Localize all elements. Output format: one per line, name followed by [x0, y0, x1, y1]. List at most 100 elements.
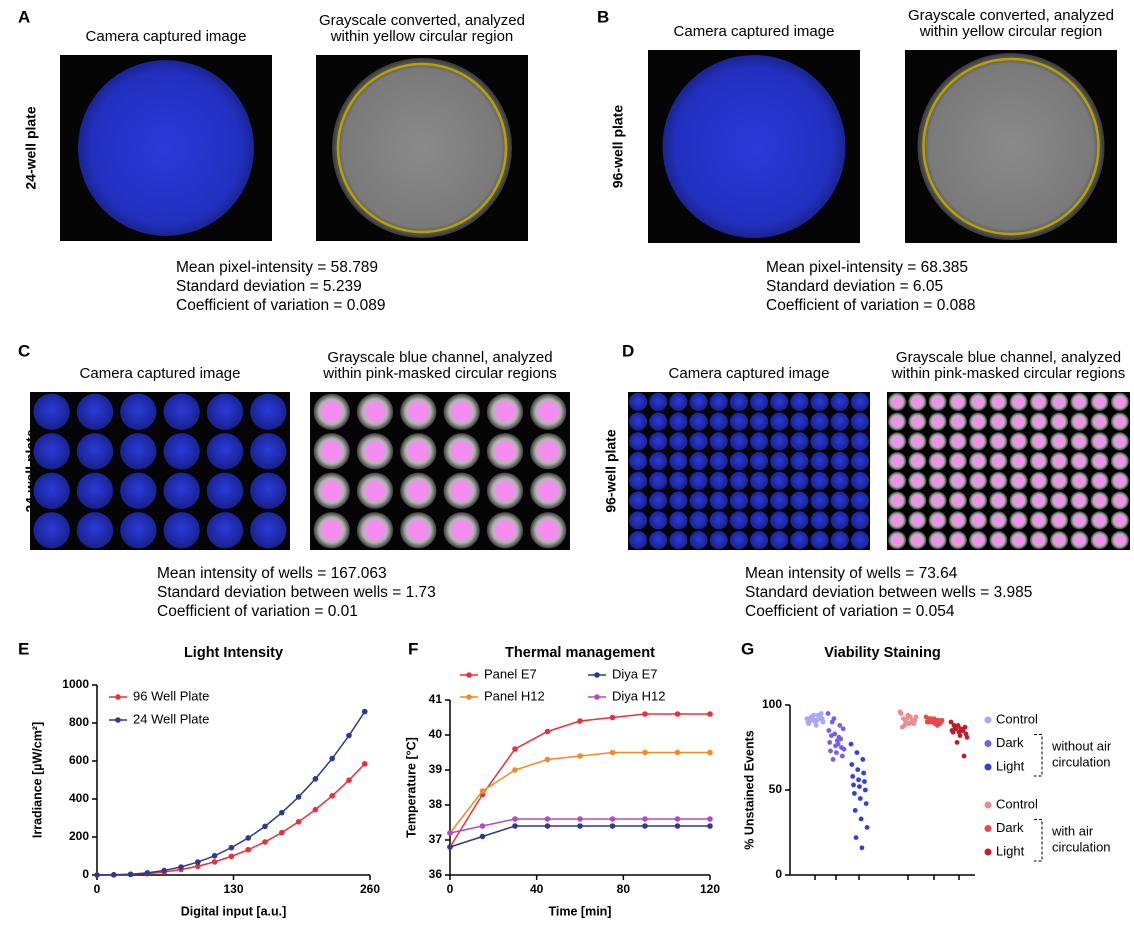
- point: [965, 735, 970, 740]
- legend-marker: [985, 764, 992, 771]
- point: [958, 733, 963, 738]
- well: [730, 531, 748, 549]
- well-mask: [1074, 515, 1085, 526]
- well-mask: [408, 441, 429, 462]
- well-mask: [932, 535, 943, 546]
- well: [710, 472, 728, 490]
- well-mask: [973, 476, 984, 487]
- point: [346, 733, 352, 739]
- well: [669, 413, 687, 431]
- well: [770, 492, 788, 510]
- stat-line: Standard deviation = 5.239: [176, 278, 362, 295]
- well: [810, 432, 828, 450]
- stat-line: Mean pixel-intensity = 58.789: [176, 259, 378, 276]
- well-mask: [451, 480, 472, 501]
- well-mask: [1034, 476, 1045, 487]
- point: [480, 788, 486, 794]
- point: [707, 711, 713, 717]
- well: [250, 394, 286, 430]
- well: [77, 394, 113, 430]
- well: [750, 393, 768, 411]
- point: [908, 715, 913, 720]
- point: [512, 816, 518, 822]
- well-mask: [1115, 535, 1126, 546]
- well: [669, 531, 687, 549]
- well-mask: [892, 495, 903, 506]
- y-tick-label: 0: [775, 867, 782, 881]
- point: [862, 779, 867, 784]
- well-mask: [912, 495, 923, 506]
- well-mask: [321, 480, 342, 501]
- well: [831, 413, 849, 431]
- well: [649, 492, 667, 510]
- well-mask: [932, 515, 943, 526]
- point: [821, 720, 826, 725]
- well-mask: [451, 441, 472, 462]
- stat-line: Mean intensity of wells = 167.063: [157, 565, 387, 582]
- well-mask: [1094, 416, 1105, 427]
- well: [810, 472, 828, 490]
- well-mask: [408, 480, 429, 501]
- well: [629, 452, 647, 470]
- image-title: Camera captured image: [86, 28, 247, 45]
- point: [610, 715, 616, 721]
- legend-marker: [985, 825, 992, 832]
- well-mask: [953, 535, 964, 546]
- point: [925, 720, 930, 725]
- stat-line: Coefficient of variation = 0.054: [745, 603, 955, 620]
- y-tick-label: 100: [762, 697, 782, 711]
- well: [770, 413, 788, 431]
- well: [831, 511, 849, 529]
- well-mask: [408, 401, 429, 422]
- x-axis-label: Time [min]: [549, 904, 612, 918]
- point: [836, 742, 841, 747]
- well-mask: [932, 476, 943, 487]
- legend-group-label: circulation: [1052, 840, 1111, 855]
- well: [33, 473, 69, 509]
- panel-label: G: [741, 639, 754, 658]
- well: [851, 413, 869, 431]
- image-title: Camera captured image: [80, 365, 241, 382]
- well-mask: [1054, 397, 1065, 408]
- point: [675, 711, 681, 717]
- legend-group-label: circulation: [1052, 755, 1111, 770]
- well: [649, 531, 667, 549]
- legend-label: Dark: [996, 735, 1024, 750]
- well: [851, 432, 869, 450]
- point: [279, 830, 285, 836]
- well-mask: [953, 416, 964, 427]
- chart-title: Light Intensity: [184, 645, 283, 661]
- well: [730, 472, 748, 490]
- well-mask: [321, 401, 342, 422]
- point: [855, 767, 860, 772]
- point: [854, 750, 859, 755]
- well-mask: [1013, 397, 1024, 408]
- well-mask: [993, 416, 1004, 427]
- well-mask: [993, 456, 1004, 467]
- point: [212, 853, 218, 859]
- well: [730, 452, 748, 470]
- point: [577, 816, 583, 822]
- well: [710, 531, 728, 549]
- well: [250, 433, 286, 469]
- image-title: Camera captured image: [669, 365, 830, 382]
- stat-line: Standard deviation = 6.05: [766, 278, 943, 295]
- point: [512, 746, 518, 752]
- x-tick-label: 260: [360, 882, 380, 896]
- well: [33, 394, 69, 430]
- well-mask: [538, 480, 559, 501]
- well: [689, 452, 707, 470]
- legend-marker: [594, 672, 600, 678]
- point: [955, 740, 960, 745]
- point: [933, 721, 938, 726]
- legend-marker: [466, 694, 472, 700]
- well: [851, 511, 869, 529]
- well: [750, 452, 768, 470]
- point: [642, 823, 648, 829]
- image-title: within pink-masked circular regions: [891, 365, 1125, 382]
- legend-label: Control: [996, 711, 1038, 726]
- point: [262, 824, 268, 830]
- point: [642, 750, 648, 756]
- well: [163, 433, 199, 469]
- point: [279, 810, 285, 816]
